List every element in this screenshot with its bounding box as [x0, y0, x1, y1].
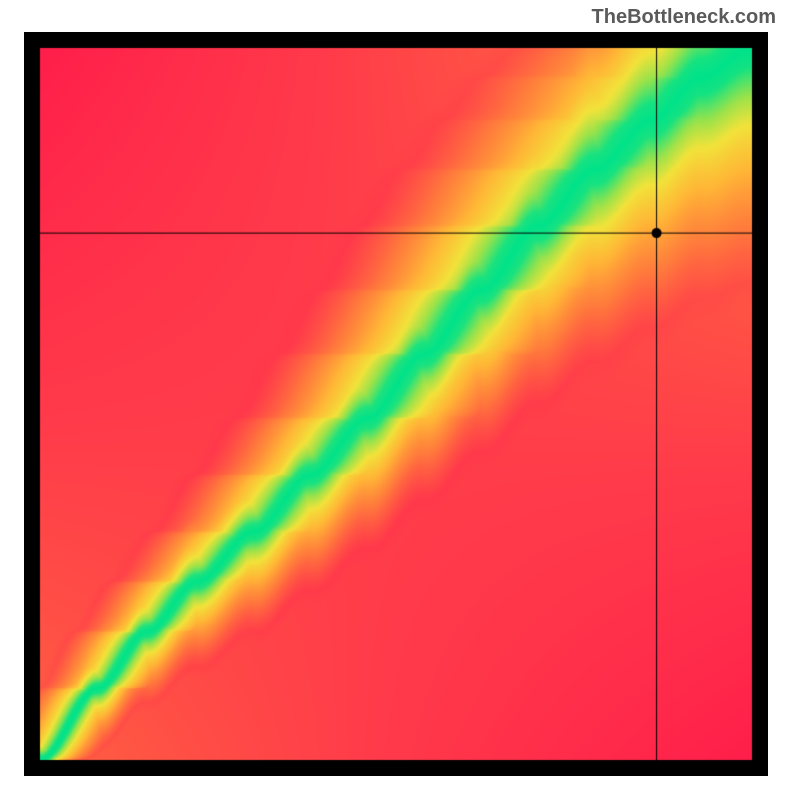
- watermark-text: TheBottleneck.com: [592, 6, 776, 29]
- plot-area: [24, 32, 768, 776]
- heatmap-canvas: [24, 32, 768, 776]
- chart-container: TheBottleneck.com: [0, 0, 800, 800]
